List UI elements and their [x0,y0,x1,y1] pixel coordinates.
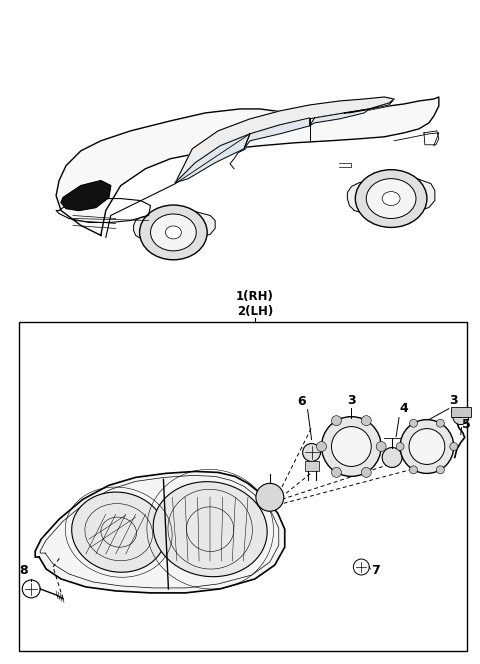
Polygon shape [175,134,250,183]
Circle shape [409,419,418,427]
Circle shape [376,442,386,452]
Circle shape [396,442,404,450]
Bar [305,461,319,471]
Polygon shape [348,177,435,216]
Ellipse shape [72,492,166,572]
Ellipse shape [153,481,267,577]
Circle shape [22,580,40,598]
Ellipse shape [355,170,427,228]
Text: 4: 4 [399,402,408,414]
Circle shape [361,416,371,426]
Ellipse shape [140,205,207,260]
Polygon shape [175,97,394,183]
Circle shape [400,420,454,473]
Circle shape [436,466,444,474]
Polygon shape [56,97,439,236]
Polygon shape [244,118,310,149]
Text: 3: 3 [347,394,356,406]
Circle shape [450,442,458,450]
Ellipse shape [382,192,400,206]
Circle shape [316,442,326,452]
Ellipse shape [166,226,181,239]
Text: 8: 8 [19,564,27,577]
Polygon shape [61,181,111,210]
Text: 3: 3 [449,394,458,406]
Circle shape [382,448,402,467]
Circle shape [322,416,381,476]
Ellipse shape [151,214,196,251]
Polygon shape [133,210,215,240]
Bar [451,406,471,416]
Circle shape [453,408,468,424]
Circle shape [409,466,418,474]
Text: 7: 7 [371,564,380,578]
Circle shape [332,416,341,426]
Circle shape [361,467,371,477]
Text: 1(RH): 1(RH) [236,290,274,303]
Polygon shape [35,471,285,593]
Text: 2(LH): 2(LH) [237,305,273,317]
Circle shape [302,444,321,461]
Polygon shape [344,99,394,113]
Circle shape [332,467,341,477]
Ellipse shape [366,179,416,218]
Text: 5: 5 [462,418,470,431]
Text: 6: 6 [297,394,306,408]
Circle shape [256,483,284,511]
Circle shape [436,419,444,427]
Bar [19,322,467,651]
Circle shape [409,428,445,464]
Circle shape [353,559,369,575]
Polygon shape [310,109,369,126]
Circle shape [332,426,371,466]
